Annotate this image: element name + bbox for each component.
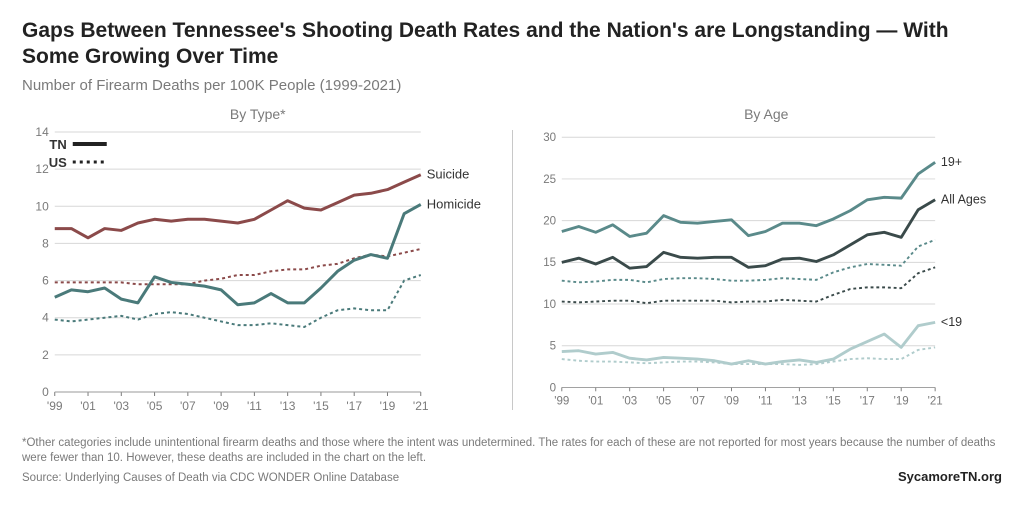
svg-text:10: 10 <box>35 199 49 213</box>
source-row: Source: Underlying Causes of Death via C… <box>22 469 1002 484</box>
svg-text:'05: '05 <box>656 395 671 407</box>
svg-text:'03: '03 <box>622 395 637 407</box>
charts-container: By Type* 0 2 4 6 8 10 12 14 '99 '01 '03 '05 '07 '09 '1… <box>22 106 1002 426</box>
svg-text:2: 2 <box>42 347 49 361</box>
series-label: <19 <box>940 315 961 329</box>
svg-text:4: 4 <box>42 310 49 324</box>
svg-text:'01: '01 <box>80 399 96 413</box>
svg-text:'99: '99 <box>554 395 569 407</box>
svg-text:'07: '07 <box>690 395 705 407</box>
right-chart-svg: 0 5 10 15 20 25 30 '99 '01 '03 '05 '07 '09 '11 '13 '15 '… <box>531 126 1003 416</box>
svg-text:5: 5 <box>549 340 555 352</box>
svg-text:8: 8 <box>42 236 49 250</box>
svg-text:'99: '99 <box>47 399 63 413</box>
right-panel: By Age 0 5 10 15 20 25 30 '99 '01 '03 '05 '07 '09 '11… <box>531 106 1003 426</box>
attribution: SycamoreTN.org <box>898 469 1002 484</box>
svg-text:10: 10 <box>543 298 556 310</box>
svg-text:0: 0 <box>549 382 555 394</box>
svg-text:'19: '19 <box>893 395 908 407</box>
series-label: All Ages <box>940 192 985 206</box>
svg-text:TN: TN <box>49 137 66 152</box>
svg-text:'15: '15 <box>313 399 329 413</box>
series-label: Suicide <box>427 166 470 181</box>
series-label: 19+ <box>940 155 961 169</box>
svg-text:12: 12 <box>35 162 49 176</box>
svg-text:'03: '03 <box>113 399 129 413</box>
svg-text:'17: '17 <box>859 395 874 407</box>
left-panel: By Type* 0 2 4 6 8 10 12 14 '99 '01 '03 '05 '07 '09 '1… <box>22 106 494 426</box>
svg-text:'11: '11 <box>247 399 262 413</box>
right-panel-title: By Age <box>531 106 1003 122</box>
svg-text:'19: '19 <box>380 399 396 413</box>
svg-text:0: 0 <box>42 385 49 399</box>
chart-subtitle: Number of Firearm Deaths per 100K People… <box>22 77 1002 94</box>
svg-text:6: 6 <box>42 273 49 287</box>
svg-text:'21: '21 <box>927 395 942 407</box>
svg-text:15: 15 <box>543 257 556 269</box>
svg-text:'11: '11 <box>758 395 772 407</box>
left-chart-svg: 0 2 4 6 8 10 12 14 '99 '01 '03 '05 '07 '09 '11 '13 '15 '1… <box>22 126 494 416</box>
svg-text:'07: '07 <box>180 399 196 413</box>
svg-text:'09: '09 <box>213 399 229 413</box>
left-panel-title: By Type* <box>22 106 494 122</box>
chart-title: Gaps Between Tennessee's Shooting Death … <box>22 18 1002 71</box>
svg-text:'09: '09 <box>723 395 738 407</box>
panel-divider <box>512 130 513 410</box>
svg-text:'13: '13 <box>280 399 296 413</box>
footnote: *Other categories include unintentional … <box>22 436 1002 467</box>
svg-text:25: 25 <box>543 173 556 185</box>
svg-text:US: US <box>49 155 67 170</box>
svg-text:14: 14 <box>35 126 49 139</box>
svg-text:'05: '05 <box>147 399 163 413</box>
svg-text:'17: '17 <box>346 399 362 413</box>
svg-text:'15: '15 <box>825 395 840 407</box>
svg-text:20: 20 <box>543 215 556 227</box>
svg-text:'13: '13 <box>791 395 806 407</box>
series-label: Homicide <box>427 196 481 211</box>
svg-text:30: 30 <box>543 132 556 144</box>
svg-text:'01: '01 <box>588 395 603 407</box>
svg-text:'21: '21 <box>413 399 429 413</box>
source-text: Source: Underlying Causes of Death via C… <box>22 472 399 484</box>
